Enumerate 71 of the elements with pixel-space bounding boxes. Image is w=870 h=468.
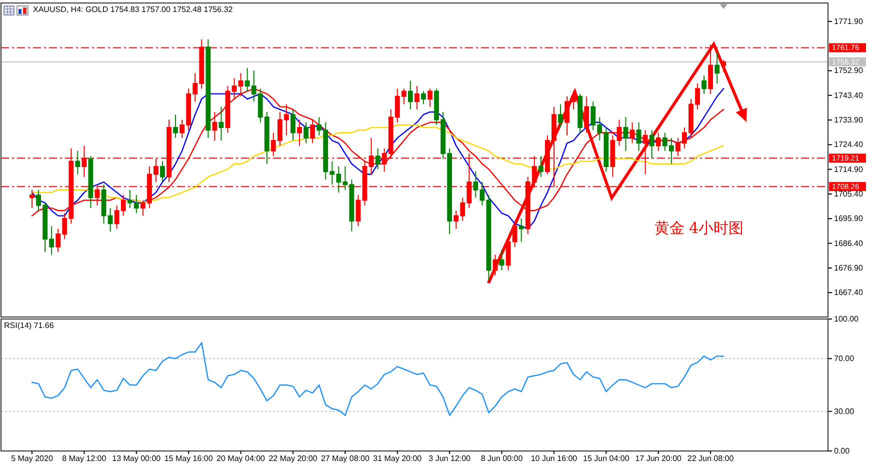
y-tick-label: 1743.40	[834, 90, 864, 100]
candlestick	[414, 86, 420, 110]
candlestick	[623, 116, 628, 152]
x-tick-label: 13 May 00:00	[112, 454, 162, 463]
y-tick-label: 100.00	[834, 314, 860, 324]
x-tick-label: 15 Jun 04:00	[583, 454, 630, 463]
candlestick	[160, 160, 165, 183]
x-tick-label: 15 May 16:00	[164, 454, 214, 463]
candlestick	[636, 122, 642, 152]
y-tick-label: 1686.40	[834, 238, 864, 248]
candlestick	[356, 194, 361, 227]
x-tick-label: 3 Jun 12:00	[428, 454, 472, 463]
line-series	[31, 342, 724, 416]
candlestick	[297, 119, 302, 146]
candlestick	[108, 208, 113, 232]
chart-title: XAUUSD, H4: GOLD 1754.83 1757.00 1752.48 1756.32	[33, 5, 234, 14]
x-tick-label: 8 May 12:00	[62, 454, 107, 463]
y-tick-label: 1667.40	[834, 288, 864, 298]
candlestick	[578, 93, 583, 134]
candlestick	[721, 60, 726, 72]
x-tick-label: 31 May 20:00	[373, 454, 422, 463]
x-tick-label: 22 Jun 08:00	[687, 454, 734, 463]
candlestick	[375, 148, 380, 170]
y-tick-label: 30.00	[834, 406, 855, 416]
candlestick	[499, 249, 504, 271]
x-tick-label: 27 May 08:00	[320, 454, 370, 463]
candlestick	[714, 52, 720, 84]
candlestick	[486, 194, 492, 282]
x-tick-label: 20 May 04:00	[216, 454, 266, 463]
candlestick	[584, 96, 590, 134]
candlestick	[630, 122, 635, 144]
candlestick	[173, 114, 178, 138]
chart-title: RSI(14) 71.66	[4, 321, 54, 330]
candlestick	[492, 254, 498, 276]
y-tick-label: 1676.90	[834, 263, 864, 272]
candlestick	[649, 130, 654, 160]
candlestick	[616, 119, 622, 146]
y-tick-label: 1695.90	[834, 214, 864, 224]
y-tick-label: 1705.40	[834, 189, 864, 198]
y-tick-label: 70.00	[834, 354, 855, 364]
candlestick	[538, 156, 544, 178]
y-tick-label: 0.00	[834, 446, 850, 456]
y-tick-label: 1724.40	[834, 140, 864, 150]
candlestick	[88, 156, 94, 209]
candlestick	[518, 218, 524, 242]
candlestick	[218, 106, 224, 142]
candlestick	[75, 150, 80, 175]
x-tick-label: 5 May 2020	[11, 454, 54, 463]
x-tick-label: 22 May 20:00	[268, 454, 318, 463]
candlestick	[558, 104, 563, 128]
annotation: 黄金 4小时图	[654, 218, 744, 237]
y-tick-label: 1733.90	[834, 116, 864, 125]
y-tick-label: 1752.90	[834, 66, 864, 76]
candlestick	[101, 184, 106, 224]
candlestick	[206, 38, 211, 138]
line-series	[31, 124, 724, 204]
candlestick	[656, 132, 661, 152]
y-tick-label: 1714.90	[834, 164, 864, 174]
x-tick-label: 8 Jun 00:00	[480, 454, 524, 463]
x-tick-label: 17 Jun 20:00	[635, 454, 682, 463]
candlestick	[408, 80, 413, 110]
candlestick	[702, 75, 706, 94]
candlestick	[421, 90, 426, 105]
y-tick-label: 1771.90	[834, 16, 864, 26]
candlestick	[212, 111, 218, 142]
candlestick	[310, 119, 316, 144]
candlestick	[290, 108, 296, 142]
candlestick	[428, 88, 432, 108]
x-tick-label: 10 Jun 16:00	[530, 454, 578, 463]
candlestick	[30, 189, 34, 209]
candlestick	[304, 122, 308, 144]
